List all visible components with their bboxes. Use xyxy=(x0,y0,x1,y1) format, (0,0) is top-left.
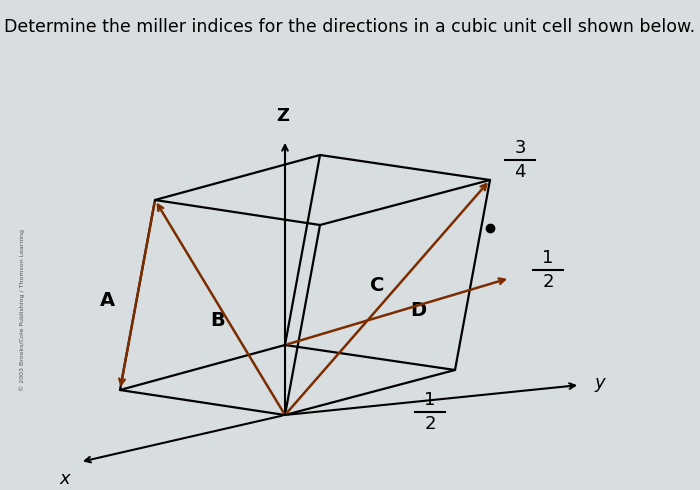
Text: C: C xyxy=(370,275,384,294)
Text: 4: 4 xyxy=(514,163,526,181)
Text: B: B xyxy=(210,311,225,329)
Text: A: A xyxy=(100,291,115,310)
Text: 2: 2 xyxy=(542,273,554,291)
Text: 3: 3 xyxy=(514,139,526,157)
Text: 1: 1 xyxy=(424,391,435,409)
Text: 1: 1 xyxy=(542,249,554,267)
Text: 2: 2 xyxy=(424,415,435,433)
Text: D: D xyxy=(410,300,426,319)
Text: © 2003 Brooks/Cole Publishing / Thomson Learning: © 2003 Brooks/Cole Publishing / Thomson … xyxy=(19,229,24,391)
Text: Z: Z xyxy=(276,107,289,125)
Text: x: x xyxy=(60,470,70,488)
Text: Determine the miller indices for the directions in a cubic unit cell shown below: Determine the miller indices for the dir… xyxy=(4,18,696,36)
Text: y: y xyxy=(594,374,605,392)
